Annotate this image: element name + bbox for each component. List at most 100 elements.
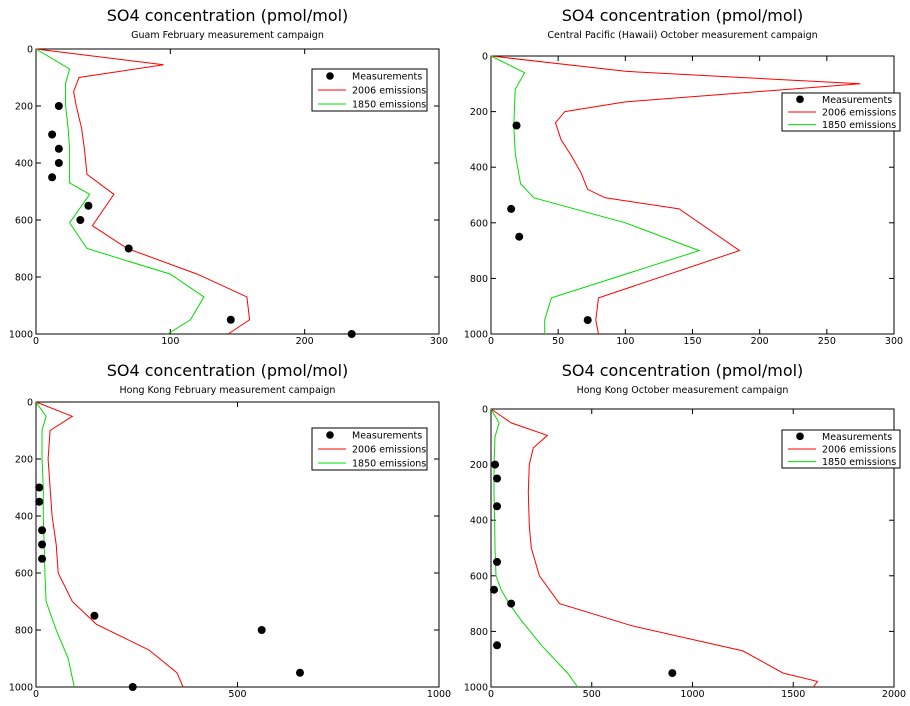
x-tick-label: 150 [683,336,701,347]
measurement-point [515,232,524,241]
measurement-point [54,159,63,167]
measurement-point [491,460,500,469]
x-tick-label: 50 [552,336,564,347]
measurement-point [38,554,47,563]
chart-title: SO4 concentration (pmol/mol) [106,6,349,25]
legend-entry-measurements: Measurements [822,95,892,106]
legend-entry-1850: 1850 emissions [822,457,896,468]
x-tick-label: 200 [751,336,769,347]
plot-area: 0 100 200 300 0 200 400 600 800 1000 Measurements 2… [9,45,448,348]
legend-entry-2006: 2006 emissions [822,445,896,456]
y-tick-label: 400 [15,159,33,170]
y-tick-label: 200 [15,455,33,466]
chart-guam-february: SO4 concentration (pmol/mol) Guam Februa… [0,0,455,353]
chart-subtitle: Hong Kong October measurement campaign [576,385,789,396]
measurement-point [35,497,44,506]
series-1850-emissions [35,48,205,335]
measurement-point [507,599,516,608]
y-tick-label: 0 [27,398,33,409]
chart-subtitle: Guam February measurement campaign [131,30,324,41]
legend-entry-measurements: Measurements [822,432,892,443]
x-tick-label: 500 [583,689,601,700]
y-tick-label: 800 [15,273,33,284]
legend-entry-2006: 2006 emissions [352,445,426,456]
plot-area: 0 500 100002004006008001000Measurements200… [9,398,451,701]
series-1850-emissions [490,408,579,688]
y-tick-label: 600 [15,569,33,580]
chart-title: SO4 concentration (pmol/mol) [561,6,804,25]
measurement-point [347,330,356,338]
chart-title: SO4 concentration (pmol/mol) [106,361,349,380]
measurement-point [583,316,592,325]
x-tick-label: 500 [228,689,246,700]
y-tick-label: 400 [470,516,488,527]
legend-entry-2006: 2006 emissions [352,86,426,97]
measurement-point [124,244,133,253]
x-tick-label: 100 [616,336,634,347]
y-tick-label: 200 [470,107,488,118]
measurement-point [38,526,47,535]
y-tick-label: 1000 [464,330,488,341]
measurement-point [84,201,93,210]
legend-entry-measurements: Measurements [352,431,422,442]
plot-frame [35,48,440,335]
y-tick-label: 1000 [464,683,488,694]
x-tick-label: 250 [818,336,836,347]
x-tick-label: 1000 [680,689,704,700]
measurement-point [128,683,137,691]
y-tick-label: 0 [482,405,488,416]
chart-hawaii-october: SO4 concentration (pmol/mol) Central Pac… [455,0,910,353]
y-tick-label: 800 [470,627,488,638]
measurement-point [38,540,47,549]
series-2006-emissions [490,55,861,335]
series-2006-emissions [490,408,819,688]
y-tick-label: 600 [470,218,488,229]
x-tick-label: 1500 [781,689,805,700]
y-tick-label: 200 [470,460,488,471]
y-tick-label: 600 [15,216,33,227]
measurement-point [668,669,677,678]
measurement-point [295,668,304,677]
legend-entry-1850: 1850 emissions [352,100,426,111]
chart-subtitle: Hong Kong February measurement campaign [119,385,336,396]
x-tick-label: 2000 [882,689,906,700]
y-tick-label: 200 [15,102,33,113]
legend-marker [796,432,804,441]
measurement-point [493,474,502,483]
measurement-point [257,626,266,634]
chart-hongkong-october: SO4 concentration (pmol/mol) Hong Kong O… [455,353,910,706]
measurement-point [493,557,502,566]
y-tick-label: 0 [482,52,488,63]
legend-entry-2006: 2006 emissions [822,108,896,119]
measurement-point [90,611,99,620]
measurement-point [54,102,63,110]
plot-area: 0 50 100 150 200 250 300 0 200 400 600 800 1000 Measu… [464,52,903,348]
legend-entry-measurements: Measurements [352,72,422,83]
x-tick-label: 1000 [427,689,451,700]
legend-marker [326,72,334,80]
measurement-point [226,315,235,324]
plot-area: 0 500 1000 1500 2000 0 200 400 600 800 1000 Measure… [464,405,906,701]
chart-title: SO4 concentration (pmol/mol) [561,361,804,380]
legend-marker [796,95,804,104]
chart-subtitle: Central Pacific (Hawaii) October measure… [547,30,818,41]
measurement-point [512,121,521,130]
x-tick-label: 300 [885,336,903,347]
x-tick-label: 0 [488,336,494,347]
y-tick-label: 400 [15,512,33,523]
legend-entry-1850: 1850 emissions [822,120,896,131]
measurement-point [507,204,516,213]
measurement-point [493,502,502,511]
y-tick-label: 1000 [9,683,33,694]
y-tick-label: 800 [15,626,33,637]
measurement-point [48,173,57,182]
series-2006-emissions [35,401,184,688]
x-tick-label: 0 [33,336,39,347]
measurement-point [490,585,499,594]
x-tick-label: 0 [488,689,494,700]
x-tick-label: 200 [296,336,314,347]
y-tick-label: 400 [470,163,488,174]
x-tick-label: 0 [33,689,39,700]
